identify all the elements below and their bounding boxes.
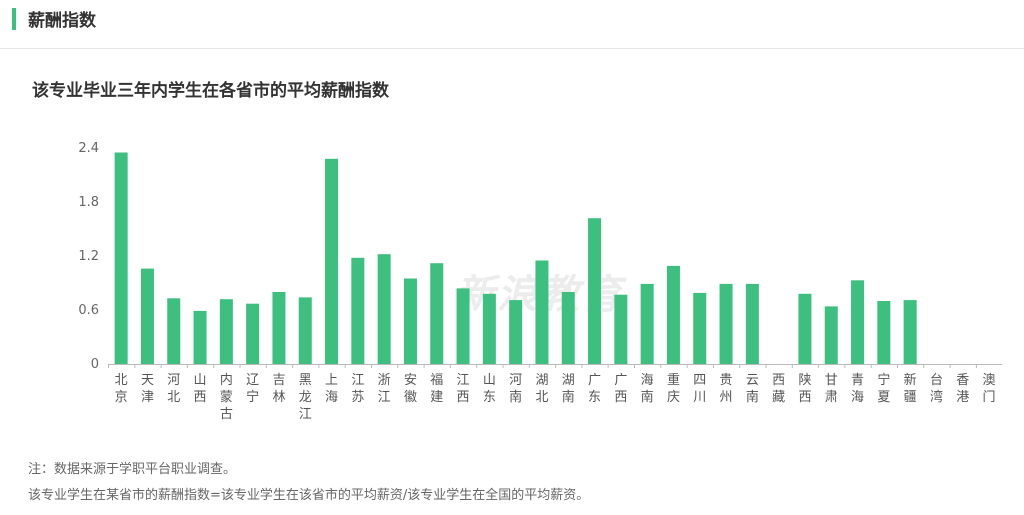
x-category-label: 江西 [457,373,470,405]
bar[interactable] [456,288,470,364]
bar[interactable] [351,257,365,364]
bar[interactable] [325,158,339,364]
x-category-label: 山西 [194,373,207,405]
x-category-label: 浙江 [378,373,391,405]
x-category-label: 香港 [956,373,969,405]
bar[interactable] [377,254,391,364]
formula-note: 该专业学生在某省市的薪酬指数=该专业学生在该省市的平均薪资/该专业学生在全国的平… [28,488,590,503]
bar[interactable] [298,297,312,364]
x-category-label: 澳门 [983,372,996,405]
section-accent-bar [12,8,16,30]
bar[interactable] [640,283,654,364]
section-header: 薪酬指数 [0,0,1024,49]
y-tick-label: 1.8 [78,195,99,210]
bar[interactable] [193,310,207,364]
bar[interactable] [246,303,260,364]
x-category-label: 北京 [115,373,128,405]
bar[interactable] [798,293,812,364]
bar[interactable] [693,292,707,364]
y-tick-label: 1.2 [78,249,99,264]
bar[interactable] [666,265,680,364]
x-category-label: 河南 [509,373,522,405]
bar[interactable] [561,292,575,364]
x-category-label: 吉林 [272,373,285,405]
x-category-label: 青海 [851,373,864,405]
y-tick-label: 0.6 [78,303,99,318]
x-category-label: 辽宁 [246,373,259,405]
source-note: 注：数据来源于学职平台职业调查。 [28,462,237,477]
bar[interactable] [482,293,496,364]
bar[interactable] [219,299,233,364]
bar[interactable] [614,294,628,364]
x-category-label: 广西 [614,373,627,405]
x-category-label: 河北 [167,373,180,405]
bar[interactable] [272,292,286,364]
bar[interactable] [903,300,917,364]
x-category-label: 福建 [430,373,443,405]
bar[interactable] [745,283,759,364]
chart-title: 该专业毕业三年内学生在各省市的平均薪酬指数 [32,81,389,101]
bar[interactable] [588,218,602,364]
x-category-label: 江苏 [351,373,364,405]
bar[interactable] [509,300,523,364]
x-category-label: 贵州 [720,373,733,405]
bar[interactable] [430,263,444,364]
x-category-label: 四川 [693,373,706,405]
x-category-label: 上海 [325,373,338,405]
x-category-label: 湖南 [562,373,575,405]
section-title: 薪酬指数 [28,11,96,31]
bar[interactable] [114,152,128,365]
x-category-label: 台湾 [930,373,943,405]
bar[interactable] [851,280,865,364]
bar[interactable] [167,298,181,364]
x-category-label: 甘肃 [825,373,838,405]
bar[interactable] [824,306,838,364]
x-category-label: 西藏 [772,373,785,405]
bar[interactable] [403,278,417,365]
x-category-label: 陕西 [798,373,811,405]
bar[interactable] [535,260,549,365]
x-category-label: 内蒙古 [220,372,233,422]
y-tick-label: 2.4 [78,141,99,156]
x-category-label: 安徽 [404,373,417,405]
x-category-label: 山东 [483,373,496,405]
x-category-label: 宁夏 [877,372,890,405]
x-category-label: 天津 [141,373,154,405]
x-category-label: 湖北 [535,373,548,405]
x-category-label: 广东 [588,373,601,405]
bar[interactable] [719,283,733,364]
x-category-label: 海南 [641,373,654,405]
bar[interactable] [877,301,891,364]
y-tick-label: 0 [91,357,99,372]
x-category-label: 重庆 [667,372,680,405]
x-category-label: 新疆 [904,372,917,405]
x-category-label: 黑龙江 [299,373,312,422]
bar[interactable] [140,268,154,364]
x-category-label: 云南 [746,373,759,405]
